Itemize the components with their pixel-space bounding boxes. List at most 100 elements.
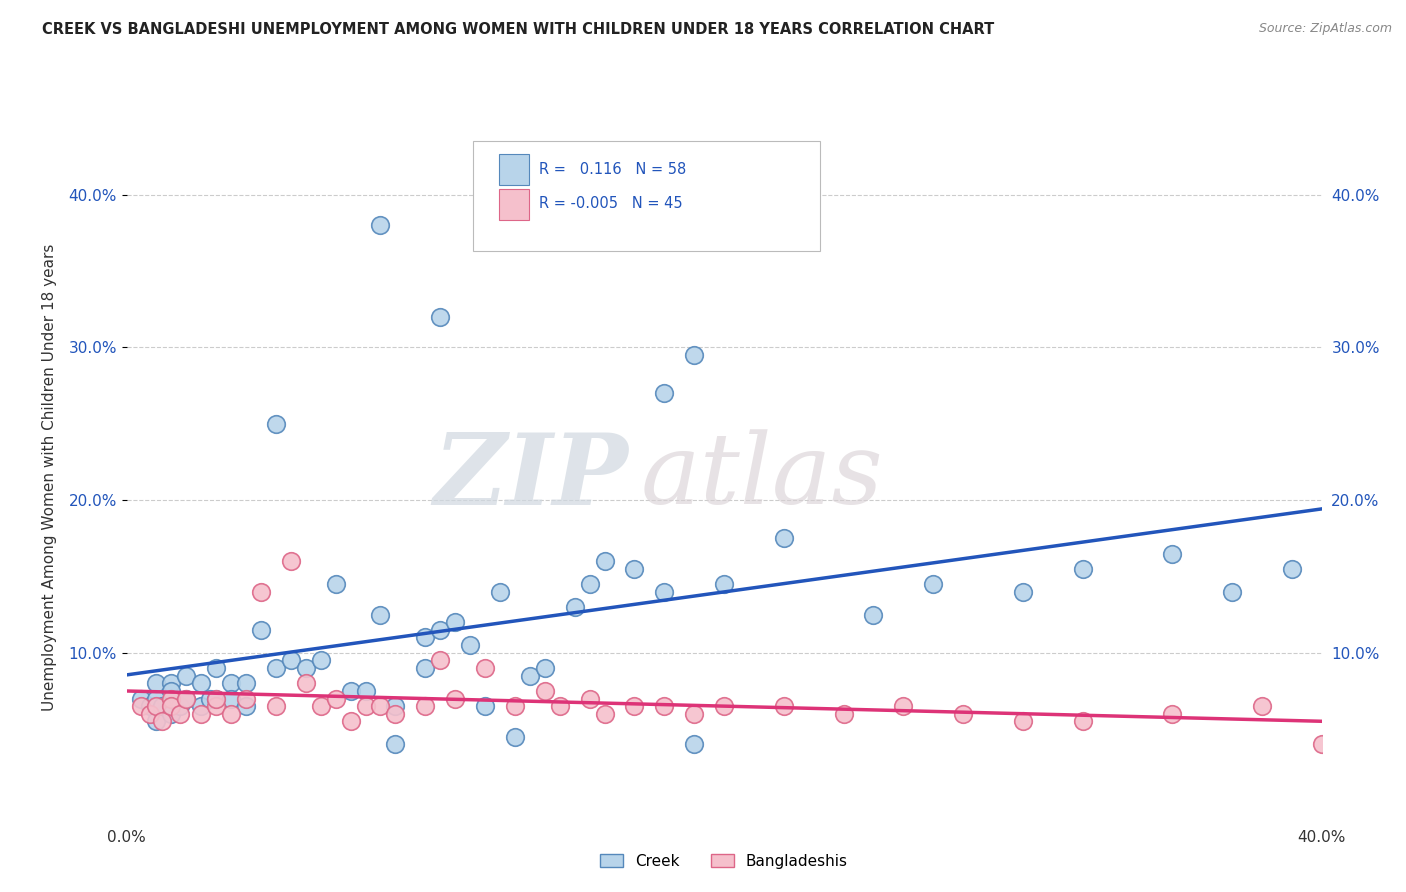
Point [652, 386, 675, 401]
Point [200, 691, 222, 706]
Point [773, 531, 796, 545]
Point [1011, 584, 1033, 599]
Point [131, 699, 153, 714]
Point [160, 691, 183, 706]
Point [458, 638, 481, 652]
Point [160, 684, 183, 698]
Point [190, 676, 212, 690]
Point [354, 699, 377, 714]
Point [862, 607, 884, 622]
Point [713, 699, 735, 714]
Bar [499, 154, 529, 186]
Point [1281, 562, 1303, 576]
Point [145, 676, 167, 690]
Point [952, 706, 974, 721]
Point [893, 699, 915, 714]
Text: atlas: atlas [640, 430, 883, 524]
Point [489, 584, 512, 599]
Point [219, 676, 242, 690]
Point [578, 577, 600, 591]
Legend: Creek, Bangladeshis: Creek, Bangladeshis [595, 847, 853, 875]
Point [250, 623, 273, 637]
Point [370, 699, 392, 714]
Point [519, 668, 541, 682]
Point [773, 699, 796, 714]
Point [325, 691, 347, 706]
Point [219, 691, 242, 706]
Point [264, 417, 287, 431]
Point [325, 577, 347, 591]
Point [205, 661, 228, 675]
Point [415, 699, 437, 714]
Point [503, 730, 526, 744]
Point [354, 684, 377, 698]
Point [623, 699, 645, 714]
Point [339, 684, 361, 698]
Point [264, 661, 287, 675]
Text: R = -0.005   N = 45: R = -0.005 N = 45 [538, 196, 682, 211]
Point [160, 706, 183, 721]
Bar [499, 189, 529, 219]
Point [444, 615, 467, 630]
Point [174, 668, 197, 682]
Point [219, 706, 242, 721]
Point [235, 676, 257, 690]
Point [235, 699, 257, 714]
Point [384, 737, 406, 751]
Point [190, 699, 212, 714]
Point [922, 577, 945, 591]
Point [145, 691, 167, 706]
Point [174, 691, 197, 706]
Point [474, 699, 496, 714]
Point [235, 691, 257, 706]
Point [683, 706, 706, 721]
Point [474, 661, 496, 675]
Point [578, 691, 600, 706]
Y-axis label: Unemployment Among Women with Children Under 18 years: Unemployment Among Women with Children U… [42, 244, 58, 711]
Point [190, 706, 212, 721]
Point [534, 661, 557, 675]
Point [429, 653, 451, 667]
Point [1251, 699, 1274, 714]
Point [145, 714, 167, 729]
Point [139, 706, 162, 721]
Point [131, 691, 153, 706]
Point [264, 699, 287, 714]
Point [429, 623, 451, 637]
Point [415, 631, 437, 645]
Point [160, 676, 183, 690]
Point [205, 691, 228, 706]
Point [205, 691, 228, 706]
Point [415, 661, 437, 675]
Point [429, 310, 451, 324]
Point [294, 661, 316, 675]
Point [652, 584, 675, 599]
Point [384, 699, 406, 714]
Point [309, 699, 332, 714]
Point [652, 699, 675, 714]
Point [169, 699, 191, 714]
Text: R =   0.116   N = 58: R = 0.116 N = 58 [538, 162, 686, 177]
Point [713, 577, 735, 591]
Point [1161, 706, 1184, 721]
Point [832, 706, 855, 721]
Point [384, 706, 406, 721]
Point [503, 699, 526, 714]
Point [152, 714, 174, 729]
Point [623, 562, 645, 576]
Point [564, 599, 586, 614]
Point [152, 699, 174, 714]
Point [548, 699, 571, 714]
Point [169, 706, 191, 721]
Point [145, 699, 167, 714]
Point [339, 714, 361, 729]
Point [294, 676, 316, 690]
Point [370, 607, 392, 622]
Point [444, 691, 467, 706]
Point [139, 699, 162, 714]
Text: Source: ZipAtlas.com: Source: ZipAtlas.com [1258, 22, 1392, 36]
Point [1071, 562, 1094, 576]
Point [205, 699, 228, 714]
Point [309, 653, 332, 667]
Point [593, 554, 616, 568]
